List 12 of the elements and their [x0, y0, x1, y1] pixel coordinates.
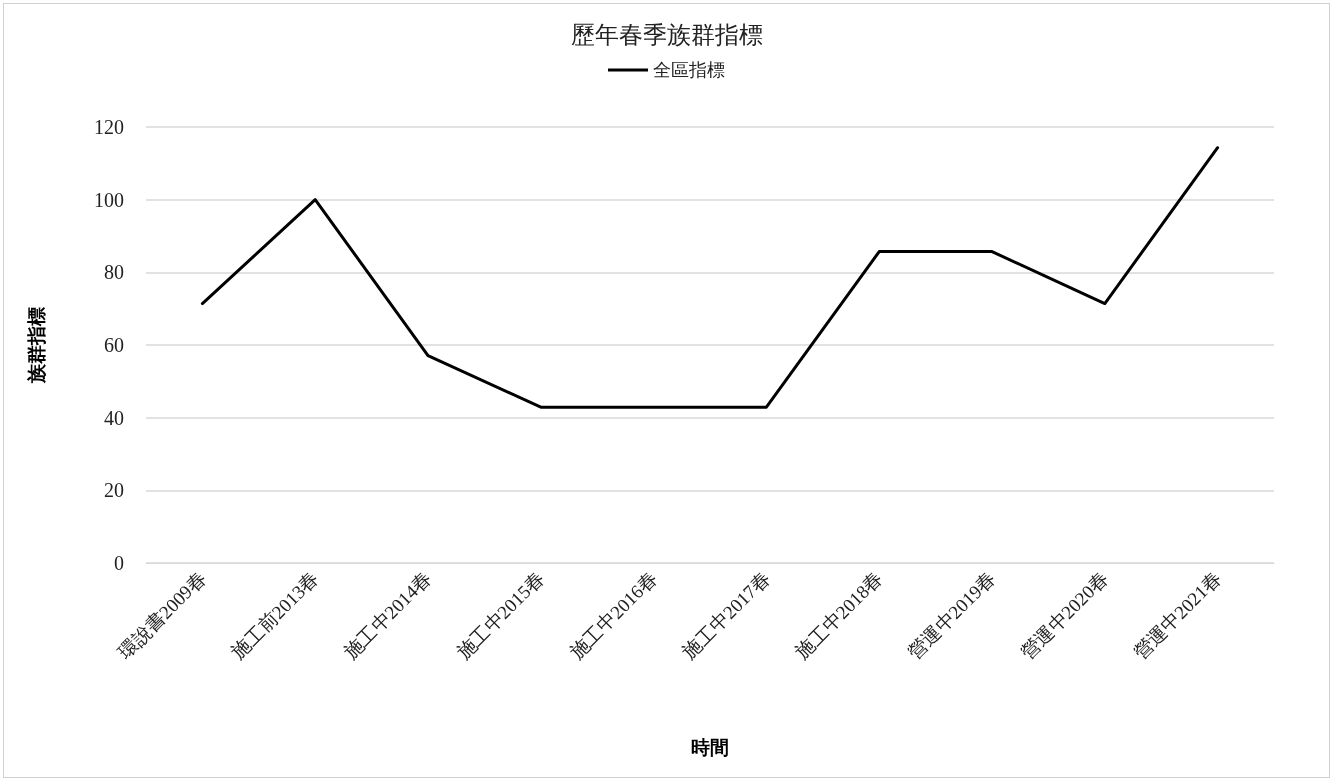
y-tick-label: 0	[114, 552, 124, 574]
x-axis-title: 時間	[691, 737, 729, 758]
y-tick-label: 40	[104, 406, 124, 429]
legend-label: 全區指標	[653, 60, 725, 80]
y-tick-label: 80	[104, 261, 124, 284]
y-tick-label: 20	[104, 479, 124, 502]
y-tick-label: 100	[94, 188, 124, 211]
chart-title: 歷年春季族群指標	[570, 22, 763, 48]
y-tick-label: 120	[94, 116, 124, 138]
y-tick-label: 60	[104, 334, 124, 356]
line-series	[200, 146, 1220, 409]
y-axis-title: 族群指標	[26, 307, 47, 384]
